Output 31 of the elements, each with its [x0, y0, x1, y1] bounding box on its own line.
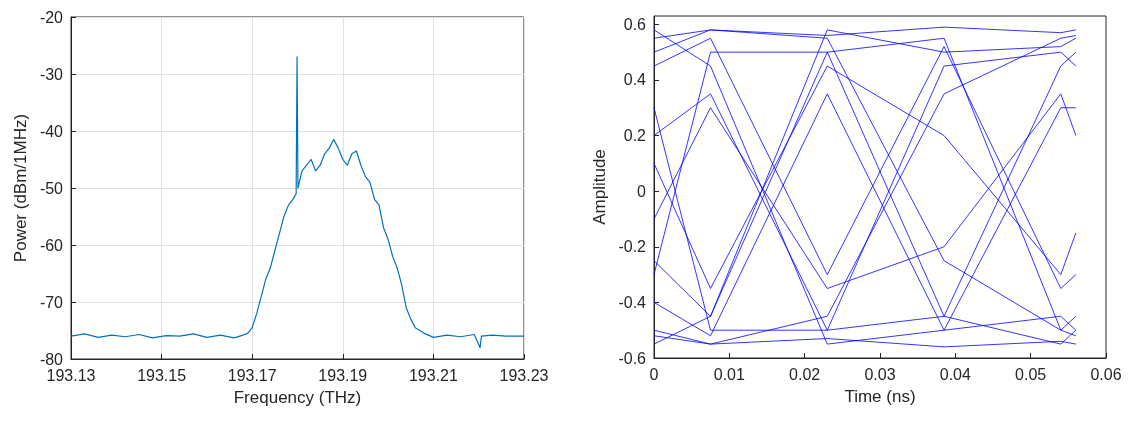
y-tick-label: -20	[39, 8, 64, 26]
y-axis-title: Amplitude	[589, 149, 609, 225]
x-tick-label: 193.13	[46, 366, 96, 384]
y-tick-label: -50	[39, 179, 64, 197]
y-tick-label: -30	[39, 65, 64, 83]
y-tick-label: 0.6	[623, 15, 647, 33]
y-tick-label: -0.6	[618, 349, 647, 367]
x-tick-label: 0.03	[864, 365, 896, 383]
y-tick-label: -0.2	[618, 238, 647, 256]
y-tick-label: 0.2	[623, 127, 647, 145]
y-tick-label: -40	[39, 122, 64, 140]
y-tick-label: 0	[637, 182, 647, 200]
x-tick-label: 0.05	[1015, 365, 1047, 383]
x-tick-label: 0.01	[713, 365, 746, 383]
y-tick-label: 0.4	[623, 71, 647, 89]
y-tick-label: -0.4	[618, 293, 647, 311]
x-tick-label: 193.15	[137, 366, 187, 384]
x-axis-title: Frequency (THz)	[233, 388, 362, 407]
x-axis-title: Time (ns)	[844, 387, 916, 406]
x-tick-label: 0.06	[1090, 365, 1122, 383]
x-tick-label: 193.23	[499, 366, 549, 384]
x-tick-label: 0.02	[789, 365, 821, 383]
y-tick-label: -80	[39, 350, 64, 368]
x-tick-label: 0	[649, 365, 659, 383]
y-axis-title: Power (dBm/1MHz)	[10, 113, 30, 263]
x-tick-label: 0.04	[939, 365, 972, 383]
x-tick-label: 193.17	[227, 366, 277, 384]
y-tick-label: -60	[39, 236, 64, 254]
x-tick-label: 193.19	[318, 366, 368, 384]
x-tick-label: 193.21	[408, 366, 458, 384]
y-tick-label: -70	[39, 293, 64, 311]
